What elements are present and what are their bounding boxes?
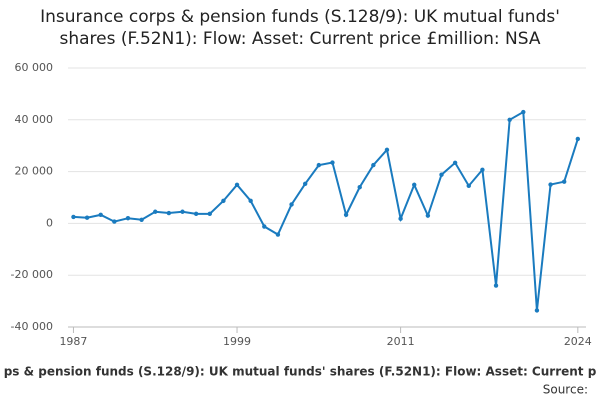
- point: [575, 136, 581, 142]
- point: [507, 117, 512, 123]
- point: [398, 216, 403, 221]
- point: [84, 215, 90, 220]
- y-tick-label: 0: [46, 216, 53, 229]
- point: [425, 213, 431, 218]
- point: [561, 179, 567, 184]
- point: [125, 216, 131, 221]
- point: [139, 217, 144, 222]
- point: [71, 214, 76, 220]
- point: [221, 198, 226, 204]
- x-axis-label: ps & pension funds (S.128/9): UK mutual …: [4, 365, 597, 379]
- x-tick-label: 1999: [223, 335, 251, 348]
- source: Source:: [543, 383, 588, 397]
- point: [452, 160, 458, 165]
- x-tick-label: 2011: [387, 335, 415, 348]
- point: [166, 210, 172, 216]
- point: [112, 219, 117, 224]
- point: [480, 167, 485, 172]
- point: [180, 209, 185, 214]
- point: [248, 198, 253, 204]
- point: [371, 162, 376, 168]
- y-tick-label: 20 000: [15, 165, 54, 178]
- point: [330, 160, 335, 165]
- chart-title: Insurance corps & pension funds (S.128/9…: [40, 7, 560, 49]
- point: [302, 181, 308, 186]
- point: [439, 172, 444, 177]
- line: [73, 110, 579, 311]
- point: [316, 162, 322, 168]
- point: [193, 211, 199, 217]
- y-tick-label: -20 000: [11, 268, 53, 281]
- point: [548, 182, 553, 187]
- x-tick-label: 2024: [564, 335, 592, 348]
- point: [289, 202, 294, 207]
- point: [343, 212, 349, 218]
- point: [493, 283, 499, 288]
- y-tick-label: 40 000: [15, 113, 54, 126]
- point: [521, 109, 526, 115]
- point: [275, 232, 281, 237]
- point: [466, 183, 471, 189]
- point: [262, 224, 267, 229]
- point: [153, 209, 158, 214]
- point: [357, 184, 362, 190]
- point: [234, 182, 240, 188]
- point: [98, 212, 103, 218]
- y-tick-label: -40 000: [11, 320, 53, 333]
- point: [412, 182, 417, 188]
- y-tick-label: 60 000: [15, 61, 54, 74]
- x-tick-label: 1987: [59, 335, 87, 348]
- point: [384, 147, 390, 153]
- point: [207, 211, 212, 217]
- point: [534, 308, 540, 313]
